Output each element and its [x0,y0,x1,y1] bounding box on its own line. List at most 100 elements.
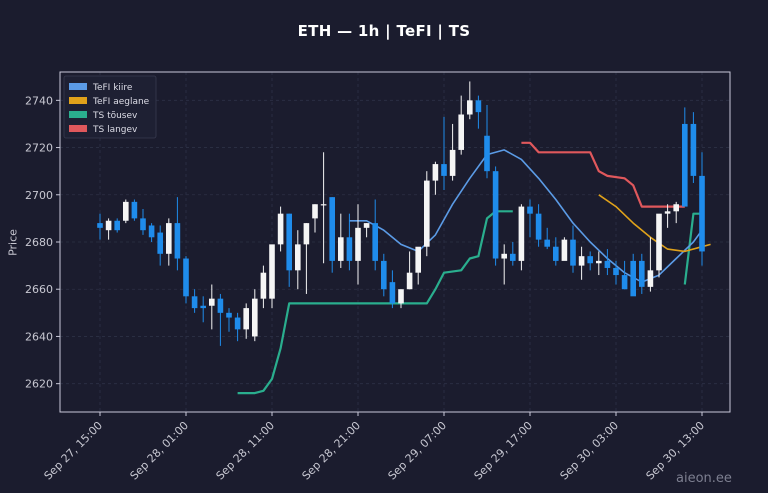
y-tick-label: 2720 [25,142,53,155]
candle-body [561,239,568,261]
candle-body [148,225,155,238]
candle-body [226,312,232,318]
x-tick-label: Sep 28, 01:00 [128,419,192,483]
candle-body [329,197,335,261]
legend-label: TS tõusev [92,111,138,121]
y-tick-label: 2700 [25,189,53,202]
candle-body [209,298,215,306]
x-tick-label: Sep 28, 21:00 [300,419,364,483]
candle-body [97,223,103,228]
candle-body [699,175,705,252]
candle-body [475,100,482,113]
candle-body [398,289,404,304]
candle-body [484,135,490,172]
legend-box [63,75,157,139]
candle-body [286,213,292,271]
candle-body [303,223,310,245]
candle-body [363,223,370,228]
candle-body [174,223,181,259]
ts-down-line [521,141,685,208]
candle-body [664,211,671,214]
watermark: aieon.ee [676,471,732,486]
candle-body [630,260,636,297]
candle-body [690,123,697,176]
candle-body [432,164,439,181]
candlesticks [97,81,705,346]
candle-body [518,206,525,261]
candle-body [621,275,628,290]
candle-body [535,213,542,240]
legend-swatch [69,111,87,118]
chart-title: ETH — 1h | TeFI | TS [297,22,471,40]
candle-body [501,253,507,259]
candle-body [415,246,421,273]
legend-swatch [69,83,87,90]
candle-body [596,260,602,264]
candle-body [553,246,559,261]
candle-body [449,149,456,176]
legend-label: TeFI aeglane [92,97,150,107]
candle-body [544,239,550,247]
candle-body [166,223,172,254]
candle-body [424,180,430,247]
candle-body [355,227,361,261]
candle-body [234,317,241,330]
candle-body [105,220,112,231]
y-axis-ticks: 2620 2640 2660 2680 2700 2720 2740 [25,94,60,391]
candle-body [269,244,275,299]
x-tick-label: Sep 30, 03:00 [558,419,622,483]
candle-body [200,305,206,309]
legend-swatch [69,97,87,104]
y-tick-label: 2740 [25,94,53,107]
tefi-fast-line [349,149,703,283]
candle-body [123,201,129,221]
legend-label: TeFI kiire [92,83,133,93]
candle-body [191,296,198,309]
x-tick-label: Sep 29, 07:00 [386,419,450,483]
candle-body [277,213,284,245]
candle-body [578,256,585,266]
candle-body [647,270,654,287]
candle-body [372,223,378,261]
candle-body [492,171,499,259]
candle-body [673,204,679,212]
candle-body [570,239,576,266]
candle-body [114,220,120,231]
candle-body [320,204,327,206]
y-tick-label: 2680 [25,236,53,249]
candle-body [381,260,387,290]
x-tick-label: Sep 30, 13:00 [644,419,708,483]
candle-body [441,164,447,176]
y-tick-label: 2660 [25,283,53,296]
candle-body [346,237,353,261]
candle-body [157,232,163,254]
candle-body [295,244,301,271]
candle-body [587,256,593,264]
tefi-slow-line [598,194,711,253]
candle-body [406,272,413,290]
legend: TeFI kiire TeFI aeglane TS tõusev TS langev [63,75,157,139]
ts-up-line-tail [683,212,702,285]
y-tick-label: 2620 [25,378,53,391]
candle-body [260,272,267,299]
x-tick-label: Sep 27, 15:00 [42,419,106,483]
candle-body [131,201,138,219]
candle-body [682,123,688,207]
candle-body [217,298,224,313]
candle-body [243,308,249,330]
candle-body [140,218,146,231]
candle-body [338,237,344,261]
candle-body [604,260,611,268]
candle-body [458,114,464,150]
candle-body [639,260,645,287]
y-tick-label: 2640 [25,330,53,343]
x-tick-label: Sep 28, 11:00 [214,419,278,483]
candle-body [656,213,662,271]
grid-lines [60,72,730,412]
legend-swatch [69,125,87,132]
ts-up-line [237,210,513,395]
x-axis-ticks: Sep 27, 15:00 Sep 28, 01:00 Sep 28, 11:00 S… [42,412,708,483]
x-tick-label: Sep 29, 17:00 [472,419,536,483]
candle-body [467,100,473,115]
